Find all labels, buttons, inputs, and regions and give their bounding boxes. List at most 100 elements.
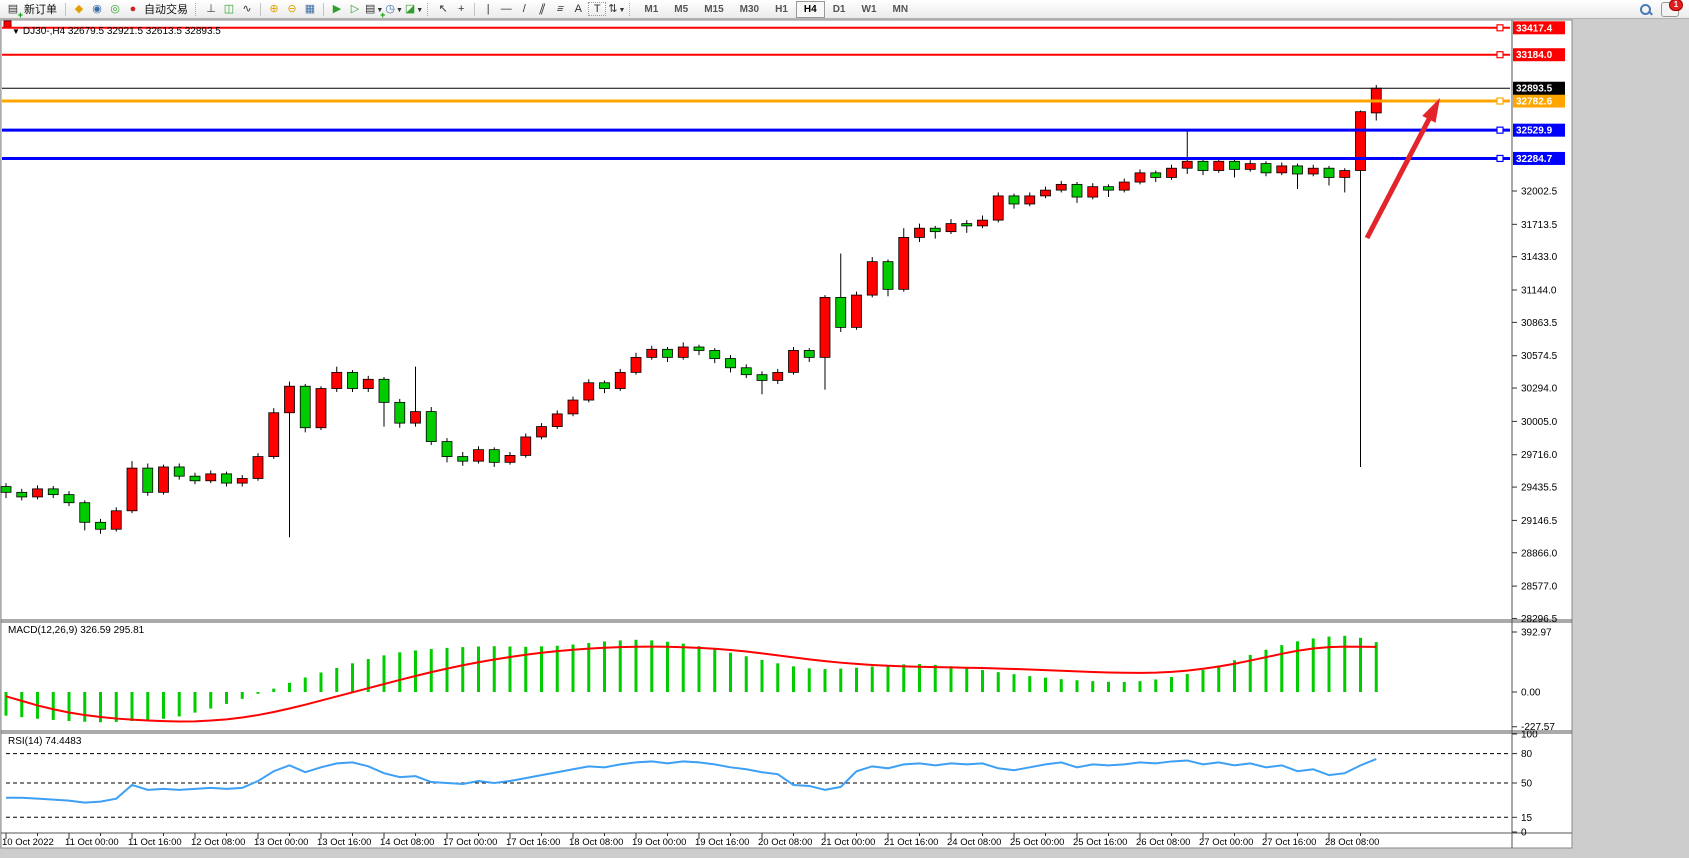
timeframe-button-mn[interactable]: MN [892,3,909,15]
new-order-button[interactable]: ▤ + [7,2,23,20]
svg-text:15: 15 [1521,813,1533,824]
price-level-tag: 33184.0 [1513,48,1565,62]
candlestick-series [0,85,1382,538]
svg-text:31713.5: 31713.5 [1521,220,1558,231]
svg-text:21 Oct 16:00: 21 Oct 16:00 [884,837,938,848]
rsi-line [6,758,1377,804]
svg-text:25 Oct 00:00: 25 Oct 00:00 [1010,837,1064,848]
chevron-down-icon: ▼ [416,6,424,14]
svg-text:28296.5: 28296.5 [1521,614,1558,625]
svg-text:29716.0: 29716.0 [1521,450,1558,461]
timeframe-button-h4[interactable]: H4 [795,0,825,18]
timeframe-button-m15[interactable]: M15 [704,3,724,15]
svg-text:17 Oct 16:00: 17 Oct 16:00 [506,837,560,848]
svg-text:14 Oct 08:00: 14 Oct 08:00 [380,837,434,848]
svg-text:25 Oct 16:00: 25 Oct 16:00 [1073,837,1127,848]
toolbar-separator [474,2,476,16]
price-level-tag: 32284.7 [1513,151,1565,165]
chart-template-icon[interactable]: ◪▼ [404,2,424,15]
svg-text:32893.5: 32893.5 [1516,84,1553,95]
svg-text:100: 100 [1521,730,1538,741]
zoom-out-button[interactable]: ⊖ [287,2,297,15]
svg-text:29435.5: 29435.5 [1521,483,1558,494]
auto-trading-label[interactable]: 自动交易 [144,4,188,16]
experts-icon[interactable]: ◉ [92,2,102,15]
svg-text:10 Oct 2022: 10 Oct 2022 [2,837,54,848]
price-level-tag: 32893.5 [1513,81,1565,95]
svg-text:21 Oct 00:00: 21 Oct 00:00 [821,837,875,848]
trendline-tool-icon[interactable]: / [522,2,526,15]
timeframe-button-m5[interactable]: M5 [674,3,689,15]
price-level-tag: 33417.4 [1513,21,1565,35]
timeframe-button-d1[interactable]: D1 [832,3,846,15]
price-level-tag: 32529.9 [1513,123,1565,137]
svg-text:11 Oct 00:00: 11 Oct 00:00 [65,837,119,848]
fibonacci-tool-icon[interactable]: ≡ [555,2,566,15]
plus-badge-icon: + [17,9,23,20]
horizontal-line-tool-icon[interactable]: — [500,2,512,15]
toolbar-grip [195,2,199,16]
svg-text:28 Oct 08:00: 28 Oct 08:00 [1325,837,1379,848]
cursor-tool-icon[interactable]: ↖ [438,2,448,15]
svg-text:0.00: 0.00 [1521,688,1541,699]
svg-text:27 Oct 00:00: 27 Oct 00:00 [1199,837,1253,848]
timeframe-button-w1[interactable]: W1 [861,3,877,15]
timeframe-button-h1[interactable]: H1 [775,3,788,15]
chart-shift-icon[interactable]: ▶ [332,2,342,15]
svg-text:30294.0: 30294.0 [1521,384,1558,395]
notification-badge: 1 [1669,0,1683,11]
search-icon[interactable] [1638,2,1653,17]
toolbar-separator [65,2,66,16]
svg-text:80: 80 [1521,749,1533,760]
rsi-value: 74.4483 [45,736,82,747]
bar-chart-icon[interactable]: ⊥ [206,2,216,15]
svg-text:392.97: 392.97 [1521,628,1552,639]
crosshair-tool-icon[interactable]: + [458,2,465,15]
timeframe-button-m30[interactable]: M30 [739,3,760,15]
svg-text:33184.0: 33184.0 [1516,50,1553,61]
date-axis: 10 Oct 2022 11 Oct 00:00 11 Oct 16:00 12 Oc… [2,833,1379,848]
zoom-in-button[interactable]: ⊕ [269,2,279,15]
signals-icon[interactable]: ◎ [110,2,120,15]
svg-text:18 Oct 08:00: 18 Oct 08:00 [569,837,623,848]
notifications-icon[interactable]: 1 [1661,0,1683,17]
svg-text:30574.5: 30574.5 [1521,351,1558,362]
rsi-pane: 100 80 50 15 0 [6,730,1538,839]
chevron-down-icon: ▼ [395,6,403,14]
symbol-info: ▼ DJ30-,H4 32679.5 32921.5 32613.5 32893.… [12,26,221,37]
svg-text:32782.6: 32782.6 [1516,97,1553,108]
arrow-annotation[interactable] [1364,98,1440,240]
arrows-tool-icon[interactable]: ⇅▼ [608,2,626,15]
tile-windows-icon[interactable]: ▦ [304,2,316,15]
chart-wizard-icon[interactable]: ◆ [74,2,84,15]
vertical-line-tool-icon[interactable]: | [486,2,490,15]
label-tool-icon[interactable]: T [588,2,607,16]
macd-indicator-label: MACD(12,26,9) 326.59 295.81 [8,625,145,636]
svg-text:31144.0: 31144.0 [1521,286,1557,297]
candlestick-chart-icon[interactable]: ◫ [223,2,235,15]
clock-icon[interactable]: ◷▼ [385,2,403,15]
toolbar-separator [260,2,261,16]
new-chart-button[interactable]: ▤ + ▼ [365,2,386,20]
text-tool-icon[interactable]: A [574,2,582,15]
macd-signal-line [5,645,1377,723]
svg-text:28577.0: 28577.0 [1521,582,1558,593]
price-level-tag: 32782.6 [1513,94,1565,108]
chart-window-border [0,19,1573,849]
timeframe-button-m1[interactable]: M1 [644,3,659,15]
auto-scroll-icon[interactable]: ▷ [350,2,360,15]
svg-text:32284.7: 32284.7 [1516,154,1553,165]
symbol-dropdown-icon[interactable]: ▼ [12,27,20,36]
svg-text:20 Oct 08:00: 20 Oct 08:00 [758,837,812,848]
svg-text:19 Oct 16:00: 19 Oct 16:00 [695,837,749,848]
symbol-title: DJ30-,H4 32679.5 32921.5 32613.5 32893.5 [22,26,221,37]
svg-text:32529.9: 32529.9 [1516,126,1553,137]
price-axis-ticks: 32002.5 31713.5 31433.0 31144.0 30863.5 30574… [1512,187,1558,625]
auto-trading-button[interactable]: ● [129,2,137,15]
new-order-label[interactable]: 新订单 [24,4,57,16]
line-chart-icon[interactable]: ∿ [242,2,252,15]
svg-text:32002.5: 32002.5 [1521,187,1558,198]
svg-text:50: 50 [1521,779,1533,790]
toolbar-right-group: 1 [1638,0,1685,17]
